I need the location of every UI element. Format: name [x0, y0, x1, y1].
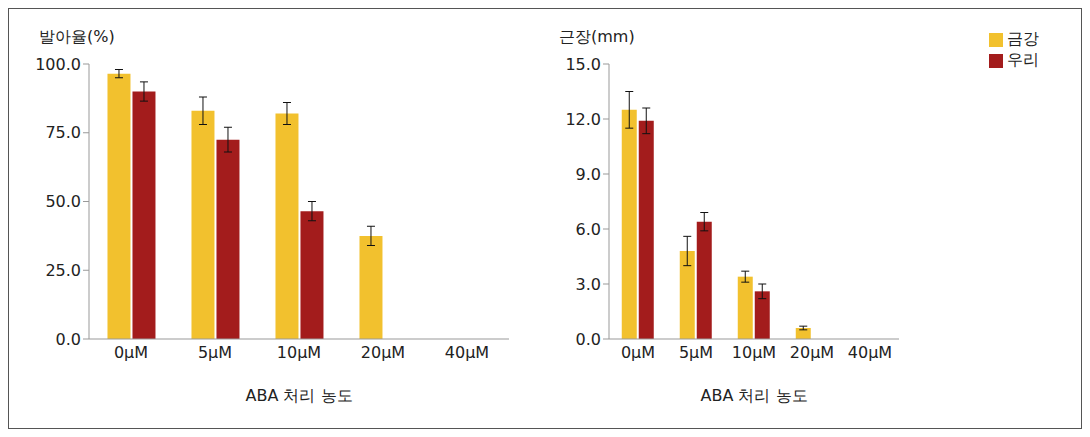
svg-text:50.0: 50.0	[45, 192, 81, 211]
svg-text:25.0: 25.0	[45, 261, 81, 280]
svg-text:20μM: 20μM	[361, 343, 405, 362]
svg-text:40μM: 40μM	[848, 343, 892, 362]
svg-text:15.0: 15.0	[565, 55, 601, 74]
svg-text:3.0: 3.0	[576, 275, 601, 294]
svg-text:40μM: 40μM	[445, 343, 489, 362]
svg-text:100.0: 100.0	[35, 55, 81, 74]
svg-text:ABA 처리 농도: ABA 처리 농도	[700, 386, 807, 405]
svg-text:10μM: 10μM	[732, 343, 776, 362]
svg-text:10μM: 10μM	[277, 343, 321, 362]
html-text:금강: 금강	[1007, 29, 1039, 48]
html-text:발아율(%): 발아율(%)	[39, 27, 115, 46]
svg-text:0.0: 0.0	[56, 330, 81, 349]
svg-text:75.0: 75.0	[45, 123, 81, 142]
svg-text:0μM: 0μM	[114, 343, 148, 362]
svg-text:12.0: 12.0	[565, 110, 601, 129]
svg-text:5μM: 5μM	[198, 343, 232, 362]
svg-text:0μM: 0μM	[621, 343, 655, 362]
svg-text:0.0: 0.0	[576, 330, 601, 349]
svg-text:ABA 처리 농도: ABA 처리 농도	[245, 386, 352, 405]
svg-text:20μM: 20μM	[790, 343, 834, 362]
svg-text:9.0: 9.0	[576, 165, 601, 184]
html-text:우리: 우리	[1007, 50, 1039, 69]
svg-text:6.0: 6.0	[576, 220, 601, 239]
html-text:근장(mm): 근장(mm)	[559, 27, 635, 46]
svg-text:5μM: 5μM	[679, 343, 713, 362]
